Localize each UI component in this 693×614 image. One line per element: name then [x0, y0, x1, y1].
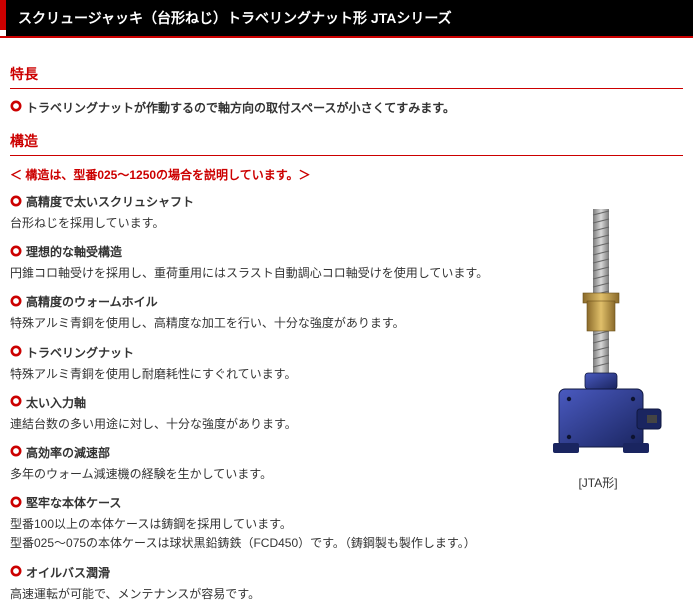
structure-item-head: 高効率の減速部: [26, 444, 110, 461]
ring-bullet-icon: [10, 295, 22, 310]
structure-item-desc: 特殊アルミ青銅を使用し耐磨耗性にすぐれています。: [10, 365, 503, 384]
ring-bullet-icon: [10, 345, 22, 360]
structure-item: 高精度で太いスクリュシャフト 台形ねじを採用しています。: [10, 193, 503, 233]
structure-list: 高精度で太いスクリュシャフト 台形ねじを採用しています。 理想的な軸受構造 円錐…: [10, 193, 503, 614]
structure-item: 太い入力軸 連結台数の多い用途に対し、十分な強度があります。: [10, 394, 503, 434]
screw-jack-icon: [523, 205, 673, 465]
features-section-title: 特長: [10, 64, 683, 89]
ring-bullet-icon: [10, 245, 22, 260]
ring-bullet-icon: [10, 496, 22, 511]
structure-item: 理想的な軸受構造 円錐コロ軸受けを採用し、重荷重用にはスラスト自動調心コロ軸受け…: [10, 243, 503, 283]
page-title: スクリュージャッキ（台形ねじ）トラベリングナット形 JTAシリーズ: [6, 0, 693, 36]
structure-item-desc: 台形ねじを採用しています。: [10, 214, 503, 233]
structure-item-head: 太い入力軸: [26, 394, 86, 411]
structure-item-desc: 多年のウォーム減速機の経験を生かしています。: [10, 465, 503, 484]
structure-note: ＜ 構造は、型番025～1250の場合を説明しています。＞: [10, 166, 683, 183]
structure-item-desc: 型番025～075の本体ケースは球状黒鉛鋳鉄（FCD450）です。（鋳鋼製も製作…: [10, 534, 503, 553]
structure-item: 堅牢な本体ケース 型番100以上の本体ケースは鋳鋼を採用しています。 型番025…: [10, 494, 503, 553]
structure-item-desc: 高速運転が可能で、メンテナンスが容易です。: [10, 585, 503, 604]
ring-bullet-icon: [10, 445, 22, 460]
ring-bullet-icon: [10, 565, 22, 580]
features-item: トラベリングナットが作動するので軸方向の取付スペースが小さくてすみます。: [10, 99, 683, 117]
structure-item-head: 堅牢な本体ケース: [26, 494, 121, 511]
features-item-text: トラベリングナットが作動するので軸方向の取付スペースが小さくてすみます。: [26, 99, 455, 117]
product-figure: [513, 205, 683, 468]
structure-item-head: オイルバス潤滑: [26, 564, 110, 581]
structure-item-head: 高精度のウォームホイル: [26, 293, 158, 310]
ring-bullet-icon: [10, 395, 22, 410]
product-figure-panel: [JTA形]: [513, 197, 683, 491]
structure-item-desc: 特殊アルミ青銅を使用し、高精度な加工を行い、十分な強度があります。: [10, 314, 503, 333]
structure-item: 高精度のウォームホイル 特殊アルミ青銅を使用し、高精度な加工を行い、十分な強度が…: [10, 293, 503, 333]
structure-item: オイルバス潤滑 高速運転が可能で、メンテナンスが容易です。: [10, 564, 503, 604]
features-list: トラベリングナットが作動するので軸方向の取付スペースが小さくてすみます。: [10, 99, 683, 117]
ring-bullet-icon: [10, 195, 22, 210]
figure-caption: [JTA形]: [513, 474, 683, 491]
structure-item-desc: 連結台数の多い用途に対し、十分な強度があります。: [10, 415, 503, 434]
structure-item-desc: 円錐コロ軸受けを採用し、重荷重用にはスラスト自動調心コロ軸受けを使用しています。: [10, 264, 503, 283]
structure-item-desc: 型番100以上の本体ケースは鋳鋼を採用しています。: [10, 515, 503, 534]
structure-item: 高効率の減速部 多年のウォーム減速機の経験を生かしています。: [10, 444, 503, 484]
ring-bullet-icon: [10, 100, 22, 115]
page-header: スクリュージャッキ（台形ねじ）トラベリングナット形 JTAシリーズ: [0, 0, 693, 36]
structure-item: トラベリングナット 特殊アルミ青銅を使用し耐磨耗性にすぐれています。: [10, 344, 503, 384]
structure-item-head: 高精度で太いスクリュシャフト: [26, 193, 194, 210]
structure-item-head: トラベリングナット: [26, 344, 134, 361]
structure-section-title: 構造: [10, 131, 683, 156]
structure-item-head: 理想的な軸受構造: [26, 243, 122, 260]
